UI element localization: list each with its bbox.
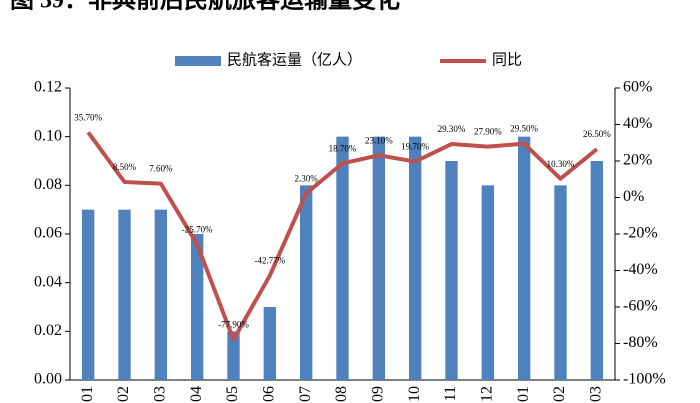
x-tick-label: 02 (551, 386, 568, 402)
data-label: 29.50% (510, 124, 538, 134)
data-label: -42.77% (254, 256, 285, 266)
x-tick-label: 06 (261, 386, 278, 402)
y2-tick-label: 0% (623, 188, 644, 205)
x-tick-label: 03 (588, 386, 605, 402)
line (86, 131, 599, 342)
data-label: 27.90% (474, 127, 502, 137)
x-tick-label: 01 (515, 386, 532, 402)
bar (336, 136, 349, 380)
bar (554, 185, 567, 380)
x-tick-label: 03 (152, 386, 169, 402)
chart-title: 图 39：非典前后民航旅客运输量变化 (10, 0, 400, 14)
x-tick-label: 08 (333, 386, 350, 402)
bar (590, 161, 604, 380)
y2-tick-label: -60% (623, 298, 658, 315)
y-tick-label: 0.04 (34, 273, 62, 290)
bar (81, 209, 95, 380)
data-label: 7.60% (149, 164, 173, 174)
x-tick-label: 01 (79, 386, 96, 402)
bar (118, 209, 131, 380)
x-tick-label: 05 (224, 386, 241, 402)
y2-tick-label: -100% (623, 371, 666, 388)
x-tick-label: 02 (115, 386, 132, 402)
data-label: 35.70% (74, 112, 102, 122)
x-tick-label: 04 (188, 386, 205, 402)
legend-label: 同比 (492, 51, 522, 68)
data-label: -25.70% (182, 224, 213, 234)
bar (154, 209, 168, 380)
x-tick-label: 07 (297, 386, 314, 402)
data-label: 23.10% (365, 135, 393, 145)
bar (481, 185, 495, 380)
bar (263, 307, 277, 380)
y-tick-label: 0.06 (34, 225, 62, 242)
bar (227, 331, 240, 380)
bar (372, 136, 386, 380)
bar (408, 136, 422, 380)
data-label: 8.50% (113, 162, 137, 172)
y-tick-label: 0.08 (34, 176, 62, 193)
bar (190, 234, 204, 380)
y2-tick-label: 20% (623, 152, 652, 169)
data-label: 2.30% (295, 173, 319, 183)
data-label: 10.30% (547, 159, 575, 169)
data-label: 18.70% (329, 143, 357, 153)
data-label: 26.50% (583, 129, 611, 139)
y-tick-label: 0.10 (34, 127, 62, 144)
legend-label: 民航客运量（亿人） (227, 51, 362, 68)
y-tick-label: 0.12 (34, 79, 62, 96)
x-tick-label: 11 (442, 386, 459, 401)
x-tick-label: 10 (406, 386, 423, 402)
x-tick-label: 09 (370, 386, 387, 402)
data-label: 29.30% (438, 124, 466, 134)
x-tick-label: 12 (479, 386, 496, 402)
data-label: 19.70% (401, 142, 429, 152)
legend-swatch (175, 56, 221, 66)
data-label: -77.90% (218, 320, 249, 330)
bar (517, 136, 531, 380)
y2-tick-label: -20% (623, 225, 658, 242)
y2-tick-label: -80% (623, 334, 658, 351)
y2-tick-label: 60% (623, 79, 652, 96)
y2-tick-label: -40% (623, 261, 658, 278)
y-tick-label: 0.00 (34, 371, 62, 388)
y2-tick-label: 40% (623, 115, 652, 132)
bar (445, 161, 458, 380)
bar (299, 185, 313, 380)
y-tick-label: 0.02 (34, 322, 62, 339)
